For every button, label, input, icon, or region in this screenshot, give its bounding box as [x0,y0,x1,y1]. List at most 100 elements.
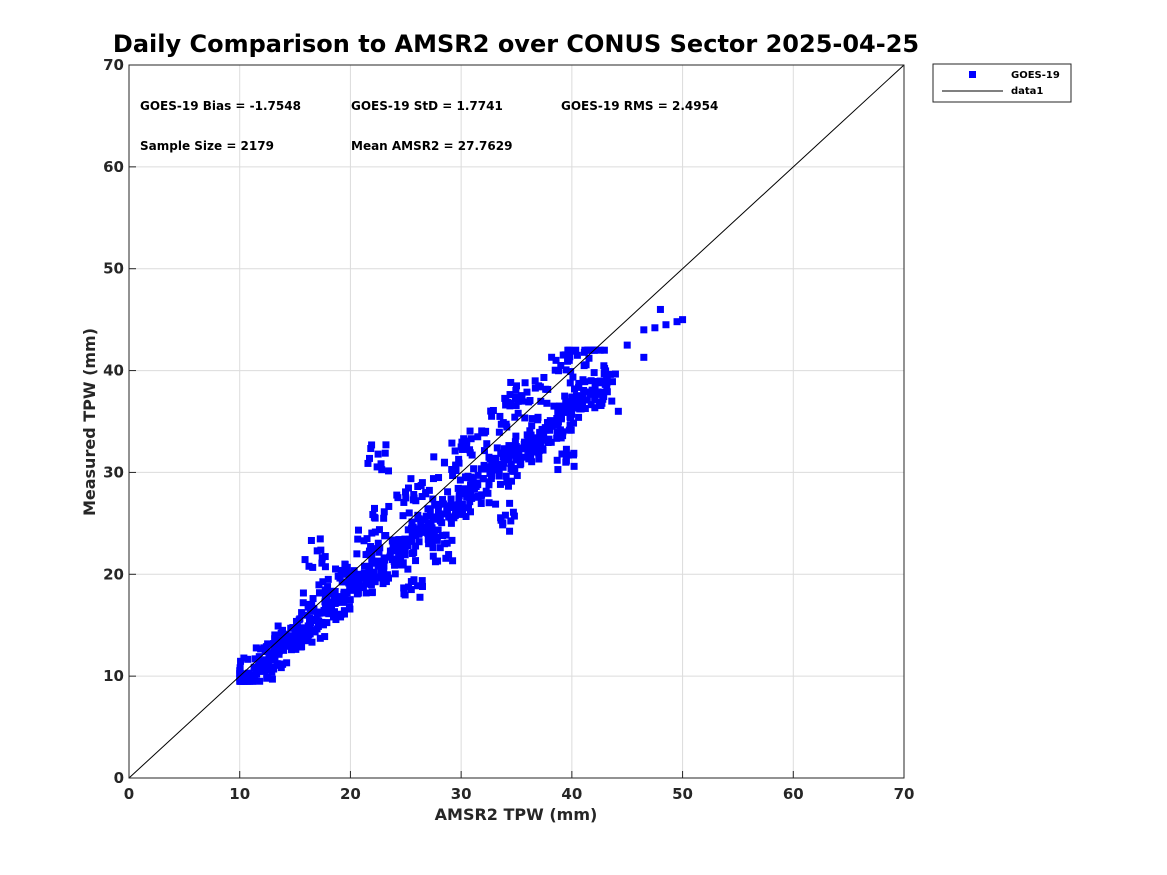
scatter-point [565,426,573,434]
scatter-point [264,640,272,648]
scatter-point [462,512,470,520]
scatter-point [587,401,595,409]
scatter-point [581,405,589,413]
y-tick-label: 50 [103,260,124,278]
scatter-point [283,659,291,667]
scatter-point [315,608,323,616]
scatter-point [567,405,575,413]
scatter-point [511,413,519,421]
scatter-point [373,463,381,471]
scatter-point [314,622,322,630]
scatter-point [369,557,377,565]
scatter-point [455,492,463,500]
scatter-point [540,373,548,381]
scatter-point [591,404,599,412]
scatter-point [394,545,402,553]
scatter-point [552,356,560,364]
scatter-point [536,383,544,391]
scatter-point [486,468,494,476]
scatter-point [268,675,276,683]
scatter-point [350,575,358,583]
scatter-point [515,451,523,459]
scatter-point [309,595,317,603]
scatter-point [279,660,287,668]
scatter-point [367,445,375,453]
scatter-point [611,370,619,378]
scatter-point [365,580,373,588]
scatter-point [580,386,588,394]
scatter-point [497,420,505,428]
scatter-point [521,414,529,422]
scatter-point [461,485,469,493]
scatter-point [304,631,312,639]
scatter-point [480,461,488,469]
y-tick-label: 10 [103,667,124,685]
scatter-point [367,543,375,551]
scatter-point [601,365,609,373]
scatter-point [296,633,304,641]
scatter-point [414,483,422,491]
scatter-point [466,489,474,497]
scatter-point [470,485,478,493]
scatter-point [516,461,524,469]
x-tick-label: 0 [124,785,134,803]
scatter-point [496,480,504,488]
scatter-point [492,500,500,508]
scatter-point [585,354,593,362]
scatter-point [424,529,432,537]
scatter-point [608,378,616,386]
scatter-point [509,444,517,452]
scatter-point [557,407,565,415]
scatter-point [568,410,576,418]
scatter-point [251,671,259,679]
scatter-point [405,583,413,591]
scatter-point [340,588,348,596]
scatter-point [325,610,333,618]
scatter-point [273,660,281,668]
scatter-point [458,438,466,446]
scatter-point [346,596,354,604]
scatter-point [583,396,591,404]
scatter-point [516,455,524,463]
scatter-point [430,529,438,537]
scatter-point [591,396,599,404]
scatter-point [557,413,565,421]
scatter-point [482,487,490,495]
scatter-point [417,525,425,533]
scatter-point [334,597,342,605]
scatter-point [389,544,397,552]
scatter-point [523,431,531,439]
scatter-point [506,499,514,507]
scatter-point [489,406,497,414]
scatter-point [289,632,297,640]
scatter-point [439,500,447,508]
scatter-point [530,442,538,450]
scatter-point [507,460,515,468]
scatter-point [364,575,372,583]
scatter-point [575,379,583,387]
scatter-point [560,403,568,411]
scatter-point [455,455,463,463]
scatter-point [651,324,659,332]
scatter-point [505,442,513,450]
scatter-point [523,388,531,396]
scatter-point [295,643,303,651]
scatter-point [601,380,609,388]
scatter-point [416,593,424,601]
y-tick-label: 70 [103,56,124,74]
scatter-point [353,550,361,558]
scatter-point [561,392,569,400]
scatter-point [308,638,316,646]
scatter-point [504,482,512,490]
scatter-point [337,566,345,574]
scatter-point [468,474,476,482]
scatter-point [407,475,415,483]
scatter-point [506,448,514,456]
scatter-point [354,526,362,534]
scatter-point [458,500,466,508]
scatter-point [488,472,496,480]
scatter-point [513,472,521,480]
scatter-point [514,409,522,417]
scatter-point [528,422,536,430]
scatter-point [388,536,396,544]
